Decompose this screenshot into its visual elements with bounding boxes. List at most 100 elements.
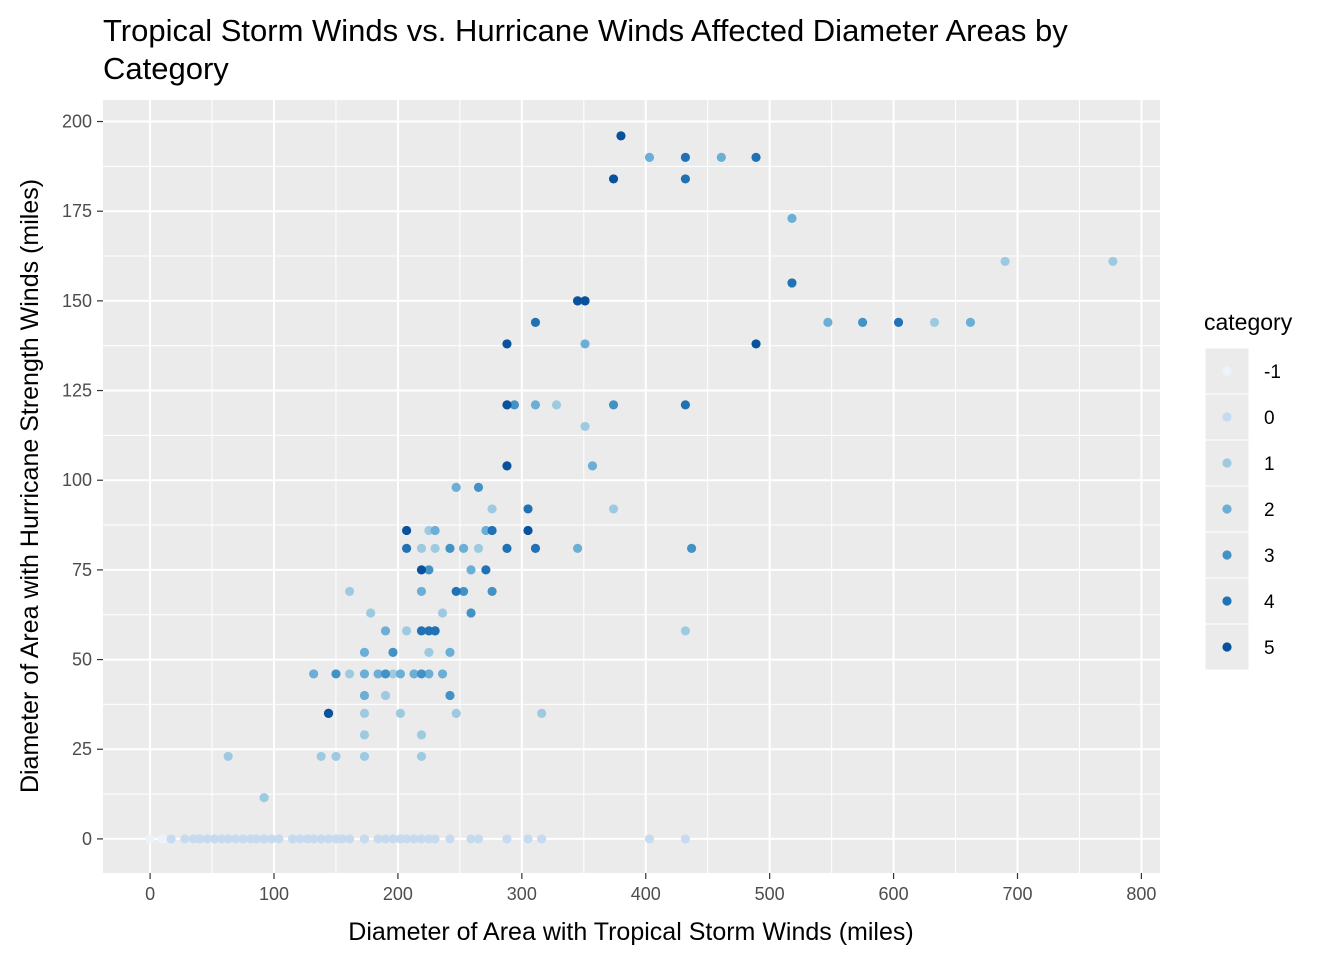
legend-symbol: [1222, 458, 1232, 468]
data-point-category-1: [380, 690, 391, 701]
data-point-category-2: [380, 626, 391, 636]
data-point-category-2: [530, 400, 541, 410]
data-point-category-0: [309, 834, 319, 844]
data-point-category-1: [608, 504, 619, 514]
data-point-category-1: [537, 708, 547, 718]
legend-symbol: [1222, 412, 1232, 422]
data-point-category-0: [209, 834, 220, 844]
legend-label: 0: [1264, 408, 1275, 429]
y-tick-label: 100: [62, 470, 92, 490]
data-point-category-0: [266, 834, 277, 844]
data-point-category-4: [893, 317, 904, 327]
data-point-category-5: [751, 339, 761, 349]
data-point-category-0: [195, 834, 205, 844]
data-point-category-0: [180, 834, 190, 844]
data-point-category-3: [331, 669, 341, 679]
data-point-category-2: [572, 543, 583, 553]
data-point-category-1: [359, 751, 370, 762]
data-point-category-3: [509, 400, 519, 410]
data-point-category-4: [523, 504, 533, 514]
data-point-category-0: [166, 834, 176, 844]
plot-panel: [103, 100, 1160, 873]
data-point-category-4: [680, 152, 691, 162]
data-point-category-1: [473, 543, 484, 553]
data-point-category-1: [487, 504, 497, 514]
legend-label: 2: [1264, 500, 1275, 521]
data-point-category-0: [238, 834, 248, 844]
data-points: [145, 131, 1118, 844]
legend-label: 5: [1264, 638, 1275, 659]
legend: category -1 0 1 2 3 4 5: [1204, 309, 1293, 671]
data-point-category-0: [409, 834, 419, 844]
data-point-category-1: [316, 751, 326, 762]
data-point-category-2: [644, 152, 655, 162]
data-point-category-1: [344, 586, 355, 597]
data-point-category-1: [451, 708, 461, 718]
data-point-category-3: [466, 608, 476, 618]
data-point-category-0: [252, 834, 262, 844]
data-point-category-4: [430, 626, 440, 636]
data-point-category-1: [680, 626, 691, 636]
data-point-category-2: [359, 690, 370, 701]
data-point-category-0: [359, 834, 370, 844]
y-axis-title: Diameter of Area with Hurricane Strength…: [16, 179, 44, 793]
data-point-category--1: [145, 834, 155, 844]
y-tick-label: 25: [72, 739, 92, 759]
data-point-category-1: [416, 751, 427, 762]
data-point-category-5: [502, 461, 512, 471]
data-point-category-3: [608, 400, 619, 410]
data-point-category-5: [572, 296, 583, 306]
data-point-category-2: [395, 669, 405, 679]
data-point-category-1: [416, 730, 427, 740]
data-point-category-2: [458, 543, 469, 553]
data-point-category-1: [929, 317, 940, 327]
data-point-category-1: [388, 669, 398, 679]
data-point-category-0: [502, 834, 512, 844]
data-point-category-0: [323, 834, 334, 844]
data-point-category-1: [1108, 256, 1118, 267]
data-point-category-0: [373, 834, 383, 844]
x-tick-label: 200: [383, 884, 413, 904]
data-point-category-4: [451, 586, 461, 597]
data-point-category-1: [359, 730, 370, 740]
chart-title-line-2: Category: [103, 51, 229, 86]
y-axis-ticks: 0 25 50 75 100 125 150 175 200: [62, 112, 103, 849]
y-tick-label: 0: [82, 829, 92, 849]
legend-label: -1: [1264, 362, 1281, 383]
data-point-category-1: [344, 669, 355, 679]
data-point-category-2: [416, 586, 427, 597]
data-point-category-0: [274, 834, 284, 844]
x-tick-label: 500: [755, 884, 785, 904]
data-point-category-2: [716, 152, 726, 162]
legend-title: category: [1204, 309, 1293, 335]
data-point-category-0: [445, 834, 455, 844]
data-point-category-0: [380, 834, 391, 844]
data-point-category-3: [445, 543, 455, 553]
chart-title-line-1: Tropical Storm Winds vs. Hurricane Winds…: [103, 13, 1068, 48]
data-point-category-2: [965, 317, 976, 327]
x-tick-label: 400: [631, 884, 661, 904]
data-point-category-3: [380, 669, 391, 679]
data-point-category-3: [388, 647, 398, 657]
data-point-category-5: [502, 339, 512, 349]
data-point-category-1: [401, 626, 412, 636]
data-point-category-0: [416, 834, 427, 844]
data-point-category-0: [295, 834, 305, 844]
data-point-category-5: [580, 296, 590, 306]
data-point-category-4: [481, 565, 491, 575]
data-point-category-2: [359, 669, 370, 679]
x-axis-title: Diameter of Area with Tropical Storm Win…: [348, 918, 913, 946]
data-point-category-4: [530, 543, 541, 553]
data-point-category-5: [502, 400, 512, 410]
data-point-category-3: [473, 482, 484, 492]
data-point-category-4: [530, 317, 541, 327]
data-point-category-0: [430, 834, 440, 844]
data-point-category-4: [401, 543, 412, 553]
data-point-category-0: [344, 834, 355, 844]
data-point-category--1: [157, 834, 168, 844]
data-point-category-3: [458, 586, 469, 597]
data-point-category-0: [644, 834, 655, 844]
data-point-category-0: [287, 834, 298, 844]
data-point-category-3: [686, 543, 697, 553]
data-point-category-2: [430, 525, 440, 536]
